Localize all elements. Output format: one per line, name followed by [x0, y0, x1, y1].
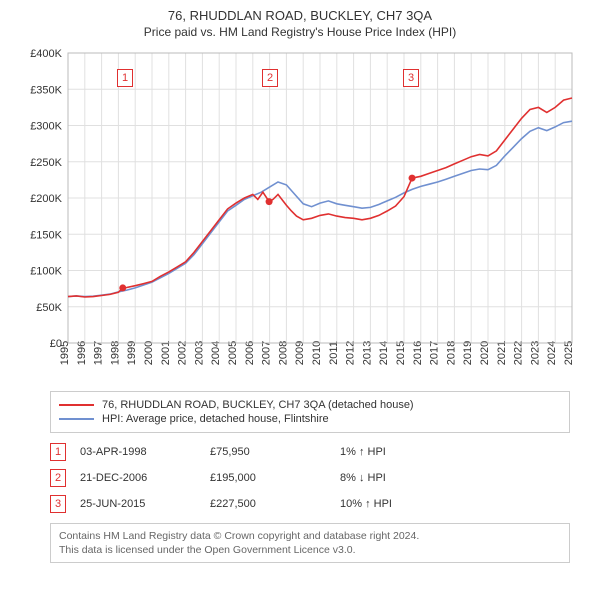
svg-text:2009: 2009: [294, 341, 306, 365]
svg-text:2011: 2011: [328, 341, 340, 365]
svg-text:2005: 2005: [227, 341, 239, 365]
svg-text:2003: 2003: [193, 341, 205, 365]
svg-text:1998: 1998: [109, 341, 121, 365]
transaction-diff: 8% ↓ HPI: [340, 472, 460, 484]
svg-text:£100K: £100K: [30, 266, 62, 278]
svg-text:£350K: £350K: [30, 84, 62, 96]
svg-text:£400K: £400K: [30, 48, 62, 60]
svg-text:2021: 2021: [496, 341, 508, 365]
legend-row-1: HPI: Average price, detached house, Flin…: [59, 413, 561, 425]
transaction-date: 21-DEC-2006: [80, 472, 210, 484]
callout-box-2: 2: [262, 69, 278, 87]
svg-text:2001: 2001: [160, 341, 172, 365]
chart-container: 76, RHUDDLAN ROAD, BUCKLEY, CH7 3QA Pric…: [0, 0, 600, 590]
footer-line-2: This data is licensed under the Open Gov…: [59, 543, 561, 557]
svg-text:2016: 2016: [412, 341, 424, 365]
transaction-date: 03-APR-1998: [80, 446, 210, 458]
svg-text:2013: 2013: [361, 341, 373, 365]
svg-text:1997: 1997: [93, 341, 105, 365]
svg-text:2014: 2014: [378, 341, 390, 365]
transaction-date: 25-JUN-2015: [80, 498, 210, 510]
svg-text:£200K: £200K: [30, 193, 62, 205]
legend: 76, RHUDDLAN ROAD, BUCKLEY, CH7 3QA (det…: [50, 391, 570, 433]
legend-label: HPI: Average price, detached house, Flin…: [102, 413, 329, 425]
svg-text:2024: 2024: [546, 341, 558, 365]
legend-swatch: [59, 404, 94, 406]
chart-area: £0£50K£100K£150K£200K£250K£300K£350K£400…: [20, 45, 580, 385]
svg-text:2017: 2017: [429, 341, 441, 365]
svg-text:2018: 2018: [445, 341, 457, 365]
svg-text:£150K: £150K: [30, 229, 62, 241]
chart-subtitle: Price paid vs. HM Land Registry's House …: [10, 25, 590, 45]
footer-line-1: Contains HM Land Registry data © Crown c…: [59, 529, 561, 543]
svg-text:2019: 2019: [462, 341, 474, 365]
svg-text:2006: 2006: [244, 341, 256, 365]
transaction-marker: 3: [50, 495, 66, 513]
transaction-price: £195,000: [210, 472, 340, 484]
svg-text:2004: 2004: [210, 341, 222, 365]
legend-swatch: [59, 418, 94, 420]
chart-title: 76, RHUDDLAN ROAD, BUCKLEY, CH7 3QA: [10, 8, 590, 25]
transaction-marker: 2: [50, 469, 66, 487]
svg-text:2010: 2010: [311, 341, 323, 365]
svg-text:1999: 1999: [126, 341, 138, 365]
callout-box-1: 1: [117, 69, 133, 87]
svg-text:1995: 1995: [59, 341, 71, 365]
legend-row-0: 76, RHUDDLAN ROAD, BUCKLEY, CH7 3QA (det…: [59, 399, 561, 411]
footer-attribution: Contains HM Land Registry data © Crown c…: [50, 523, 570, 563]
svg-text:2000: 2000: [143, 341, 155, 365]
transaction-marker: 1: [50, 443, 66, 461]
callout-box-3: 3: [403, 69, 419, 87]
svg-text:2007: 2007: [261, 341, 273, 365]
svg-text:2022: 2022: [513, 341, 525, 365]
chart-svg: £0£50K£100K£150K£200K£250K£300K£350K£400…: [20, 45, 580, 385]
svg-text:£50K: £50K: [36, 302, 62, 314]
svg-text:£300K: £300K: [30, 121, 62, 133]
svg-text:2023: 2023: [529, 341, 541, 365]
svg-text:2020: 2020: [479, 341, 491, 365]
transaction-diff: 1% ↑ HPI: [340, 446, 460, 458]
transaction-diff: 10% ↑ HPI: [340, 498, 460, 510]
svg-text:2025: 2025: [563, 341, 575, 365]
svg-text:2015: 2015: [395, 341, 407, 365]
svg-text:1996: 1996: [76, 341, 88, 365]
svg-text:£250K: £250K: [30, 157, 62, 169]
transaction-price: £75,950: [210, 446, 340, 458]
transaction-price: £227,500: [210, 498, 340, 510]
legend-label: 76, RHUDDLAN ROAD, BUCKLEY, CH7 3QA (det…: [102, 399, 414, 411]
transactions-table: 103-APR-1998£75,9501% ↑ HPI221-DEC-2006£…: [50, 443, 570, 513]
svg-text:2012: 2012: [345, 341, 357, 365]
svg-text:2008: 2008: [277, 341, 289, 365]
svg-text:2002: 2002: [177, 341, 189, 365]
